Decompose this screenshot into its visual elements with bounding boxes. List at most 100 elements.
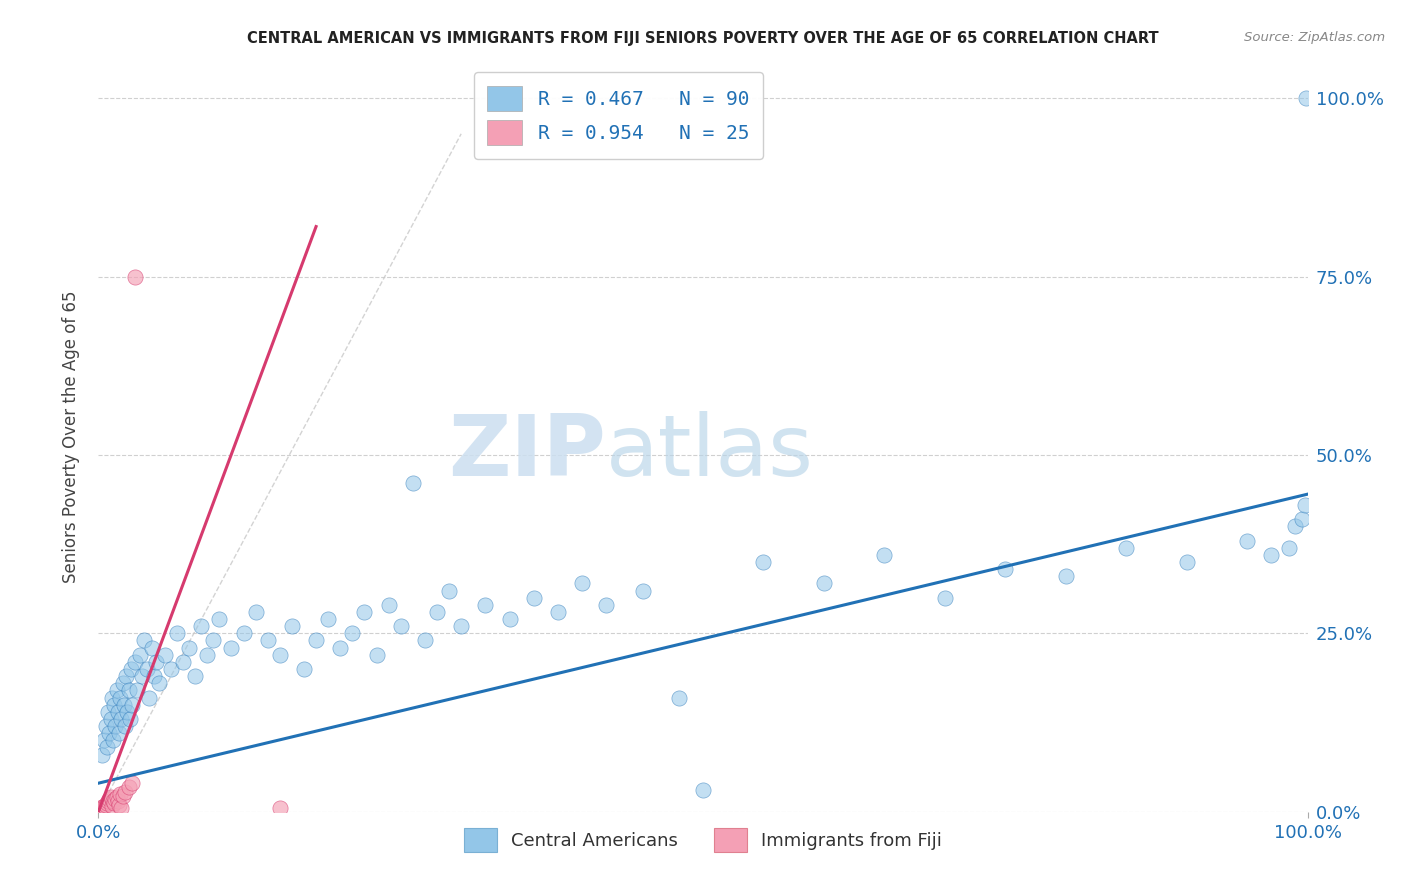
Point (245, 605, 267, 619)
Point (121, 776, 143, 790)
Text: ZIP: ZIP (449, 410, 606, 493)
Point (91, 747, 114, 762)
Point (316, 612, 339, 626)
Point (94, 719, 117, 733)
Point (93, 799, 115, 814)
Point (292, 662, 315, 676)
Point (98, 726, 121, 740)
Point (98, 792, 121, 806)
Point (1260, 548, 1282, 562)
Point (873, 548, 896, 562)
Point (97, 794, 120, 808)
Point (595, 598, 617, 612)
Point (118, 712, 141, 726)
Point (1175, 555, 1198, 569)
Point (179, 640, 201, 655)
Point (111, 676, 134, 690)
Point (104, 792, 127, 806)
Point (1236, 533, 1258, 548)
Point (184, 669, 207, 683)
Point (124, 269, 146, 284)
Point (100, 712, 122, 726)
Point (143, 669, 166, 683)
Point (813, 576, 835, 591)
Point (166, 626, 188, 640)
Point (571, 576, 593, 591)
Point (103, 698, 125, 712)
Point (389, 619, 412, 633)
Text: Source: ZipAtlas.com: Source: ZipAtlas.com (1244, 31, 1385, 45)
Point (105, 790, 128, 805)
Point (100, 690, 122, 705)
Point (153, 648, 176, 662)
Legend: Central Americans, Immigrants from Fiji: Central Americans, Immigrants from Fiji (457, 822, 949, 859)
Point (107, 705, 129, 719)
Point (305, 633, 328, 648)
Point (141, 640, 163, 655)
Point (752, 555, 775, 569)
Point (631, 583, 654, 598)
Point (269, 648, 291, 662)
Point (114, 719, 136, 733)
Point (100, 790, 122, 805)
Point (101, 733, 124, 747)
Point (105, 683, 128, 698)
Point (112, 698, 135, 712)
Point (111, 789, 134, 803)
Point (1278, 541, 1301, 555)
Point (134, 633, 156, 648)
Point (934, 591, 956, 605)
Point (256, 633, 278, 648)
Point (128, 648, 150, 662)
Point (1291, 512, 1313, 526)
Point (118, 683, 141, 698)
Point (1294, 498, 1316, 512)
Point (1115, 541, 1137, 555)
Point (366, 648, 388, 662)
Point (118, 780, 141, 794)
Point (96, 740, 118, 755)
Point (107, 794, 129, 808)
Point (523, 591, 546, 605)
Point (120, 662, 142, 676)
Point (104, 719, 127, 733)
Point (221, 640, 243, 655)
Point (232, 626, 254, 640)
Point (93, 733, 115, 747)
Y-axis label: Seniors Poverty Over the Age of 65: Seniors Poverty Over the Age of 65 (62, 291, 80, 583)
Point (329, 640, 352, 655)
Point (692, 783, 714, 797)
Point (474, 598, 496, 612)
Point (101, 794, 124, 808)
Point (994, 562, 1017, 576)
Point (160, 662, 183, 676)
Point (91, 801, 114, 815)
Point (195, 648, 218, 662)
Point (342, 626, 364, 640)
Point (110, 801, 132, 815)
Point (97, 705, 120, 719)
Point (135, 662, 157, 676)
Point (131, 669, 153, 683)
Point (190, 619, 212, 633)
Point (115, 669, 138, 683)
Point (148, 676, 170, 690)
Text: CENTRAL AMERICAN VS IMMIGRANTS FROM FIJI SENIORS POVERTY OVER THE AGE OF 65 CORR: CENTRAL AMERICAN VS IMMIGRANTS FROM FIJI… (247, 31, 1159, 46)
Point (353, 605, 375, 619)
Point (108, 787, 131, 801)
Point (1295, 91, 1317, 105)
Point (450, 619, 472, 633)
Point (402, 476, 425, 491)
Point (1284, 519, 1306, 533)
Point (202, 633, 225, 648)
Point (108, 797, 131, 812)
Point (108, 690, 131, 705)
Point (426, 605, 449, 619)
Point (437, 583, 460, 598)
Point (668, 690, 690, 705)
Point (114, 785, 136, 799)
Point (547, 605, 569, 619)
Text: atlas: atlas (606, 410, 814, 493)
Point (90, 802, 112, 816)
Point (103, 796, 125, 810)
